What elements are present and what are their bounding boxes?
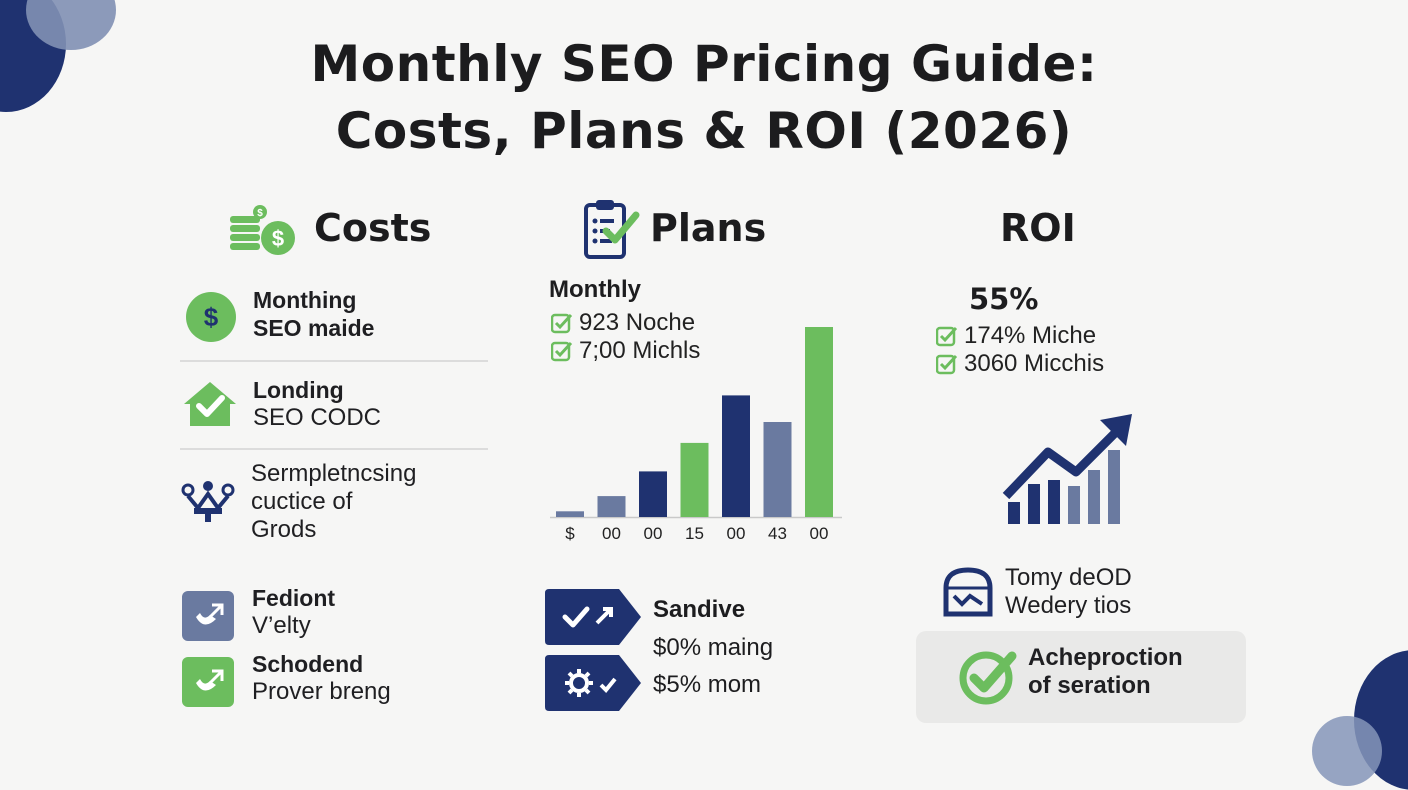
cost-item-5-line2: Prover breng — [252, 678, 391, 705]
tag-arrow-green-icon — [182, 657, 234, 707]
cost-item-1: Monthing SEO maide — [253, 286, 374, 342]
cost-item-3-line2: cuctice of — [251, 488, 353, 515]
chart-bar-4 — [680, 442, 709, 517]
roi-card-text: Acheproction of seration — [1028, 644, 1183, 700]
check-box-icon — [551, 341, 573, 362]
chart-tick-label-2: 00 — [602, 524, 621, 543]
check-circle-icon — [959, 651, 1017, 705]
shield-chart-icon — [943, 567, 993, 617]
page-title-line2: Costs, Plans & ROI (2026) — [335, 102, 1073, 160]
cost-item-5: Schodend Prover breng — [252, 650, 391, 706]
plans-tag-1-value: $0% maing — [653, 634, 774, 661]
gear-check-tag — [545, 655, 641, 711]
cost-item-4: Fediont V’elty — [252, 584, 335, 640]
check-box-icon — [936, 354, 958, 375]
chart-bar-3 — [639, 471, 667, 517]
check-box-icon — [936, 326, 958, 347]
roi-feature: Tomy deOD Wedery tios — [1005, 564, 1132, 620]
roi-feature-line2: Wedery tios — [1005, 592, 1132, 619]
svg-text:$: $ — [272, 226, 284, 251]
roi-feature-line1: Tomy deOD — [1005, 564, 1132, 591]
chart-tick-label-6: 43 — [768, 524, 787, 543]
plans-bar-chart — [550, 327, 842, 519]
plans-check-2-label: 7;00 Michls — [579, 337, 701, 364]
chart-bar-6 — [763, 422, 792, 517]
cost-item-3: Sermpletncsing cuctice of Grods — [251, 460, 416, 544]
roi-check-2: 3060 Micchis — [936, 350, 1104, 378]
cost-item-4-line2: V’elty — [252, 612, 311, 639]
decor-circle-bottom-right-light — [1312, 716, 1382, 786]
cost-item-2-line2: SEO CODC — [253, 404, 382, 431]
costs-divider-1 — [180, 360, 488, 362]
chart-tick-label-5: 00 — [726, 524, 746, 543]
chart-bar-1 — [556, 511, 584, 517]
roi-card-line1: Acheproction — [1028, 644, 1183, 671]
costs-heading: Costs — [314, 206, 432, 250]
cost-item-3-line3: Grods — [251, 516, 317, 543]
roi-check-1: 174% Miche — [936, 322, 1096, 350]
costs-divider-2 — [180, 448, 488, 450]
plans-tag-2-value: $5% mom — [653, 671, 762, 698]
page-title-line1: Monthly SEO Pricing Guide: — [310, 35, 1098, 93]
cost-item-4-title: Fediont — [252, 585, 336, 611]
chart-tick-label-4: 15 — [685, 524, 704, 543]
plans-check-1: 923 Noche — [551, 309, 695, 337]
roi-check-1-label: 174% Miche — [964, 322, 1097, 349]
dollar-circle-icon: $ — [186, 292, 236, 342]
money-coins-icon: $ $ — [230, 205, 295, 255]
chart-tick-label-3: 00 — [643, 524, 663, 543]
cost-item-1-line2: SEO maide — [253, 315, 375, 341]
plans-tag-1-label: Sandive — [653, 596, 746, 623]
roi-check-2-label: 3060 Micchis — [964, 350, 1105, 377]
check-arrow-tag — [545, 589, 641, 645]
cost-item-2-title: Londing — [253, 377, 344, 403]
cost-item-5-title: Schodend — [252, 651, 364, 677]
people-network-icon — [181, 481, 235, 522]
chart-bar-2 — [597, 496, 626, 517]
clipboard-check-icon — [584, 200, 640, 259]
house-check-icon — [184, 382, 236, 426]
chart-bar-5 — [722, 395, 750, 517]
roi-highlight-card: Acheproction of seration — [916, 631, 1246, 723]
roi-heading: ROI — [1000, 206, 1076, 250]
chart-tick-label-1: $ — [565, 524, 575, 543]
plans-subheading: Monthly — [549, 276, 641, 303]
cost-item-1-title: Monthing — [253, 287, 357, 313]
chart-bar-7 — [805, 327, 833, 517]
svg-text:$: $ — [204, 302, 219, 332]
roi-card-line2: of seration — [1028, 672, 1151, 699]
plans-check-1-label: 923 Noche — [579, 309, 696, 336]
roi-stat: 55% — [969, 282, 1039, 316]
plans-check-2: 7;00 Michls — [551, 337, 700, 365]
growth-chart-icon — [1002, 414, 1132, 524]
tag-arrow-icon — [182, 591, 234, 641]
svg-text:$: $ — [257, 208, 263, 219]
check-box-icon — [551, 313, 573, 334]
cost-item-2: Londing SEO CODC — [253, 376, 381, 432]
cost-item-3-line1: Sermpletncsing — [251, 460, 417, 487]
plans-heading: Plans — [650, 206, 767, 250]
chart-tick-label-7: 00 — [809, 524, 829, 543]
